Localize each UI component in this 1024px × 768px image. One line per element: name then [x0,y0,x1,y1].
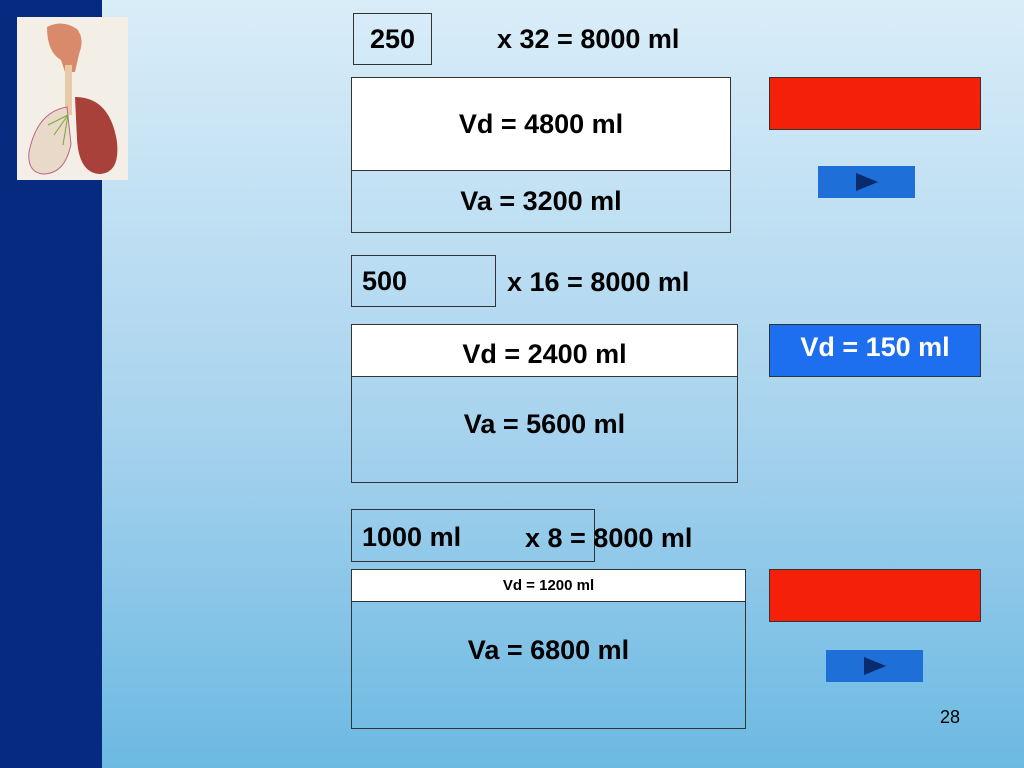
red-box [769,569,981,622]
volume-box: Vd = 4800 ml Va = 3200 ml [351,77,731,233]
page-number: 28 [940,707,961,727]
lung-illustration [17,17,128,180]
red-box [769,77,981,130]
volume-box: Vd = 2400 ml Va = 5600 ml [351,324,738,483]
next-button[interactable] [818,166,915,198]
next-button[interactable] [826,650,923,682]
volume-box: Vd = 1200 ml Va = 6800 ml [351,569,746,729]
dead-space-note: Vd = 150 ml [769,324,981,377]
equation: x 8 = 8000 ml [525,523,693,553]
arrow-icon [863,657,886,675]
alveolar: Va = 3200 ml [460,186,622,216]
alveolar: Va = 6800 ml [467,634,630,665]
tidal-volume: 500 [351,255,496,307]
tidal-volume: 250 [353,13,432,65]
dead-space: Vd = 4800 ml [352,78,730,171]
dead-space: Vd = 1200 ml [352,570,745,602]
equation: x 16 = 8000 ml [507,267,690,297]
arrow-icon [855,173,878,191]
equation: x 32 = 8000 ml [497,24,680,54]
tidal-volume: 1000 ml [351,509,595,562]
alveolar: Va = 5600 ml [463,409,626,439]
dead-space: Vd = 2400 ml [352,325,737,377]
